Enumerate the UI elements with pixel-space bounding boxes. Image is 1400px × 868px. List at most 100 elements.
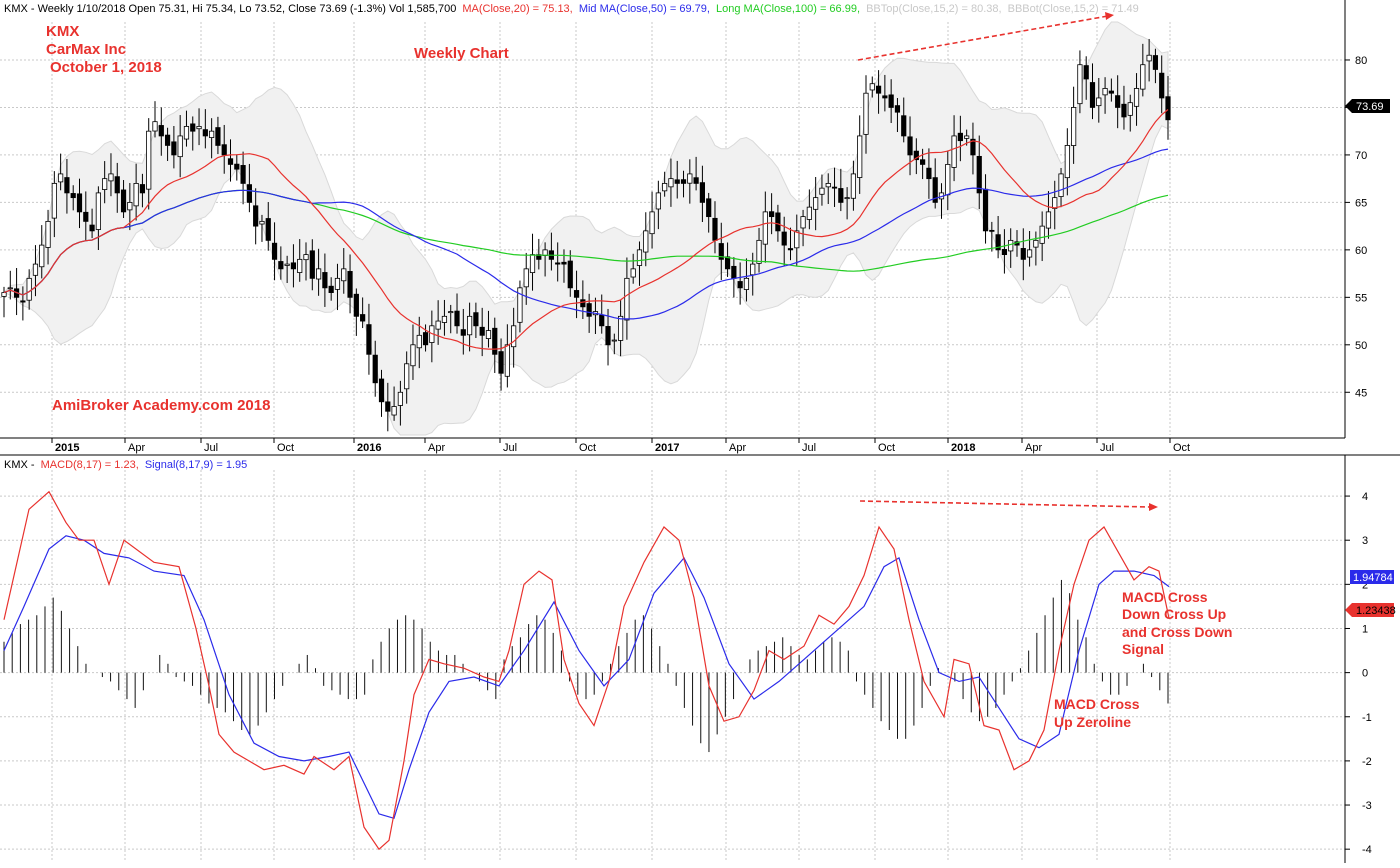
date-tick-label: Oct: [1173, 442, 1190, 454]
candle-body: [32, 263, 39, 276]
candle: [907, 116, 913, 176]
candle: [649, 191, 655, 249]
candle-body: [857, 135, 863, 178]
candle-body: [1, 292, 7, 297]
candle: [26, 269, 32, 310]
candle: [1127, 94, 1133, 132]
chart-label-annotation: Weekly Chart: [414, 45, 509, 62]
candle: [120, 180, 127, 219]
candle: [926, 148, 932, 199]
candle: [630, 253, 636, 284]
candle-body: [712, 217, 718, 241]
candle-body: [1165, 96, 1171, 121]
candle-body: [618, 315, 624, 341]
cross-down-annotation-2: Down Cross Up: [1122, 606, 1226, 622]
candle-body: [743, 277, 750, 290]
bbbot-label: BBBot(Close,15,2) = 71.49: [1008, 3, 1139, 15]
candle: [152, 101, 158, 138]
candle: [995, 215, 1001, 259]
candle: [743, 258, 750, 302]
price-tick-label: 50: [1355, 340, 1367, 352]
candle: [246, 163, 252, 213]
candle-body: [718, 243, 724, 260]
candle-body: [687, 173, 693, 184]
candle: [20, 286, 26, 321]
candle-body: [825, 183, 831, 188]
candle: [221, 124, 227, 174]
candle-body: [775, 212, 781, 232]
candle: [158, 107, 164, 156]
candle-body: [750, 263, 756, 276]
candle: [636, 241, 643, 286]
candle: [724, 242, 731, 277]
candle: [290, 244, 297, 288]
macd-tick-label: 2: [1362, 579, 1368, 591]
candle-body: [290, 262, 297, 270]
macd-y-axis: -4 -3 -2 -1 0 1 2 3 4: [1345, 491, 1372, 856]
candle-body: [787, 248, 794, 251]
candle-body: [315, 268, 322, 280]
candle: [894, 98, 901, 133]
candle: [888, 79, 894, 124]
candle: [209, 118, 215, 159]
candle-body: [762, 211, 768, 245]
candle-body: [511, 325, 517, 348]
candle: [794, 214, 800, 266]
candle-body: [611, 339, 617, 342]
candle: [863, 75, 869, 154]
candle-body: [58, 173, 64, 183]
candle: [756, 227, 762, 273]
candle: [781, 216, 787, 266]
candlesticks: [1, 38, 1171, 432]
candle-body: [479, 326, 485, 336]
candle-body: [806, 206, 812, 220]
candle-body: [636, 249, 643, 266]
candle: [114, 162, 120, 213]
candle: [485, 310, 492, 348]
candle: [328, 277, 334, 301]
candle-body: [410, 344, 416, 367]
date-tick-label: Apr: [729, 442, 746, 454]
company-annotation: CarMax Inc: [46, 41, 126, 58]
candle: [309, 239, 315, 291]
candle-body: [529, 254, 536, 274]
candle: [51, 171, 57, 238]
candle: [183, 110, 190, 147]
candle: [498, 338, 504, 391]
candle-body: [724, 256, 731, 270]
candle-body: [202, 129, 208, 137]
candle: [303, 242, 309, 281]
candle-body: [831, 186, 838, 189]
candle-body: [756, 239, 762, 264]
candle: [334, 263, 341, 311]
candle: [624, 257, 630, 340]
candle-body: [504, 344, 510, 377]
macd-grid: [0, 470, 1345, 862]
candle-body: [863, 92, 869, 135]
candle: [234, 154, 240, 181]
candle: [146, 118, 152, 210]
watermark-annotation: AmiBroker Academy.com 2018: [52, 397, 270, 414]
candle-body: [693, 177, 699, 184]
last-price-tag: 73.69: [1345, 99, 1390, 113]
candle-body: [246, 184, 252, 203]
date-tick-label: Jul: [503, 442, 517, 454]
candle-body: [869, 83, 875, 91]
candle-body: [850, 173, 857, 199]
candle-body: [360, 314, 366, 322]
candle-body: [448, 311, 454, 314]
price-tick-label: 45: [1355, 387, 1367, 399]
candle-body: [83, 211, 89, 222]
candle-body: [699, 182, 706, 203]
candle-body: [334, 277, 341, 290]
candle-body: [1064, 145, 1070, 179]
candle-body: [586, 303, 592, 317]
candle: [831, 167, 838, 207]
candle-body: [253, 205, 259, 227]
candle-body: [957, 132, 963, 142]
candle-body: [20, 300, 26, 303]
candle-body: [366, 324, 372, 355]
candle: [404, 351, 410, 404]
candle: [643, 212, 649, 267]
